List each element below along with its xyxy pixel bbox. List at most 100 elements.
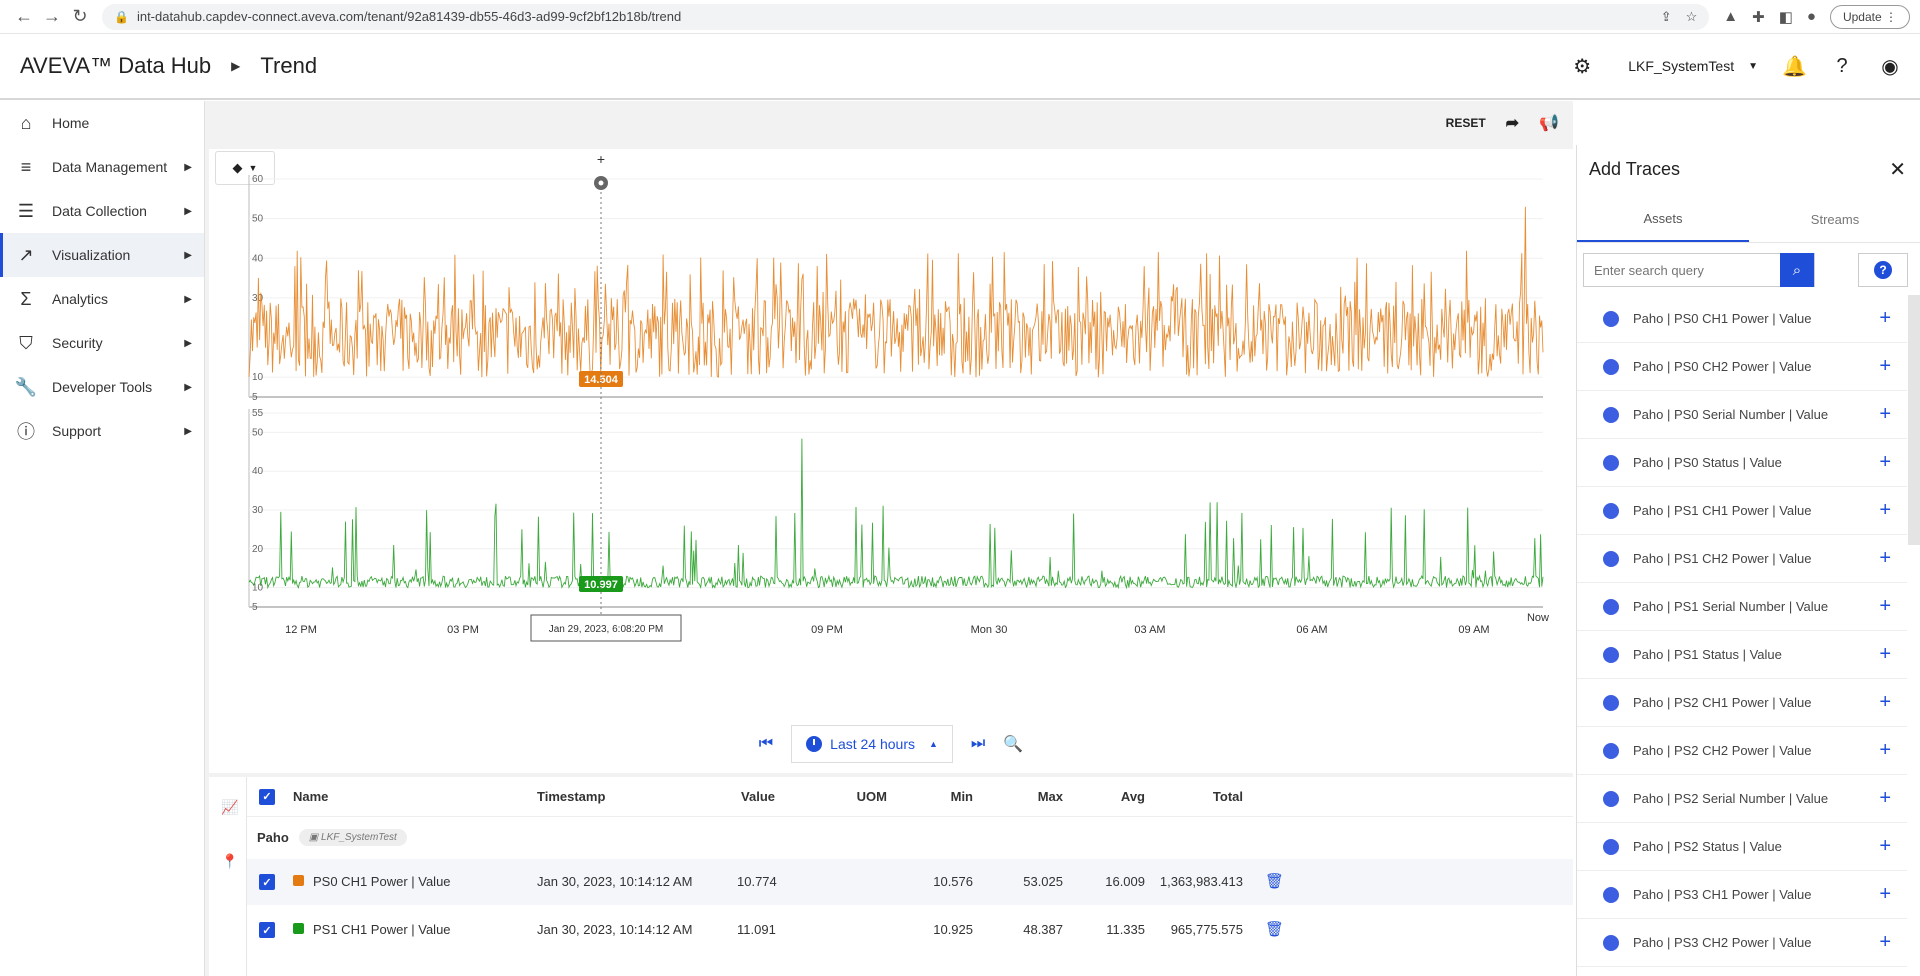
sidebar-item-visualization[interactable]: ↗ Visualization ▶: [0, 233, 204, 277]
list-item[interactable]: Paho | PS1 Status | Value +: [1577, 631, 1907, 679]
add-icon[interactable]: +: [1879, 739, 1891, 761]
panel-title: Add Traces: [1589, 159, 1681, 179]
add-icon[interactable]: +: [1879, 835, 1891, 857]
list-item[interactable]: Paho | PS1 Serial Number | Value +: [1577, 583, 1907, 631]
back-icon[interactable]: ←: [15, 6, 33, 26]
select-all-checkbox[interactable]: ✓: [259, 788, 275, 805]
column-header-timestamp[interactable]: Timestamp: [537, 789, 606, 804]
column-header-total[interactable]: Total: [1212, 789, 1243, 804]
address-bar[interactable]: 🔒 int-datahub.capdev-connect.aveva.com/t…: [102, 3, 1710, 30]
column-header-value[interactable]: Value: [741, 789, 775, 804]
list-item[interactable]: Paho | PS2 Status | Value +: [1577, 823, 1907, 871]
list-item[interactable]: Paho | PS0 Serial Number | Value +: [1577, 391, 1907, 439]
tab-streams[interactable]: Streams: [1810, 212, 1860, 227]
close-icon[interactable]: ✕: [1889, 159, 1906, 181]
reload-icon[interactable]: ↻: [72, 6, 88, 26]
account-icon[interactable]: ◉: [1881, 55, 1899, 78]
search-input[interactable]: [1584, 254, 1780, 286]
extensions-icon[interactable]: ✚: [1752, 8, 1765, 26]
list-item[interactable]: Paho | PS3 CH1 Power | Value +: [1577, 871, 1907, 919]
add-icon[interactable]: +: [1879, 451, 1891, 473]
sidebar-item-data-collection[interactable]: ☰ Data Collection ▶: [0, 189, 204, 233]
column-header-avg[interactable]: Avg: [1120, 789, 1145, 804]
add-icon[interactable]: +: [1879, 499, 1891, 521]
delete-icon[interactable]: 🗑: [1265, 921, 1285, 938]
row-avg: 11.335: [1106, 922, 1145, 937]
chevron-right-icon: ▶: [184, 381, 192, 393]
sidepanel-icon[interactable]: ◧: [1778, 8, 1793, 26]
trend-view-icon[interactable]: 📈: [221, 799, 239, 815]
list-item[interactable]: Paho | PS2 CH1 Power | Value +: [1577, 679, 1907, 727]
delete-icon[interactable]: 🗑: [1265, 873, 1285, 890]
table-row[interactable]: ✓ PS0 CH1 Power | Value Jan 30, 2023, 10…: [247, 859, 1573, 905]
sidebar-item-data-management[interactable]: ≡ Data Management ▶: [0, 145, 204, 189]
brand-title[interactable]: AVEVA™ Data Hub: [20, 53, 212, 78]
list-item[interactable]: Paho | PS2 CH2 Power | Value +: [1577, 727, 1907, 775]
bell-icon[interactable]: 🔔: [1782, 55, 1807, 78]
column-header-uom[interactable]: UOM: [856, 789, 887, 804]
list-item[interactable]: Paho | PS1 CH2 Power | Value +: [1577, 535, 1907, 583]
star-icon[interactable]: ☆: [1685, 8, 1698, 24]
search-help-button[interactable]: ?: [1858, 253, 1908, 287]
sidebar-item-home[interactable]: ⌂ Home: [0, 101, 204, 145]
search-icon: ⌕: [1792, 261, 1802, 279]
row-checkbox[interactable]: ✓: [259, 874, 275, 890]
share-arrow-icon[interactable]: ➦: [1505, 115, 1520, 132]
share-icon[interactable]: ⇪: [1660, 8, 1672, 24]
list-item[interactable]: Paho | PS0 CH2 Power | Value +: [1577, 343, 1907, 391]
skip-back-icon[interactable]: ⏮: [758, 735, 774, 752]
trace-list-scrollbar[interactable]: [1908, 295, 1920, 545]
drive-icon[interactable]: ▲: [1723, 8, 1739, 25]
profile-icon[interactable]: ●: [1806, 8, 1816, 25]
sidebar-item-developer-tools[interactable]: 🔧 Developer Tools ▶: [0, 365, 204, 409]
list-item[interactable]: Paho | PS1 CH1 Power | Value +: [1577, 487, 1907, 535]
trend-toolbar: RESET ➦ 📢: [205, 101, 1573, 145]
add-icon[interactable]: +: [1879, 931, 1891, 953]
x-tick-label: 09 PM: [811, 624, 843, 636]
help-icon[interactable]: ?: [1836, 54, 1848, 77]
trend-chart-svg[interactable]: 6050403010514.504555040302010510.997+Jan…: [209, 149, 1573, 719]
gear-icon[interactable]: ⚙: [1573, 55, 1592, 78]
list-item[interactable]: Paho | PS0 CH1 Power | Value +: [1577, 295, 1907, 343]
layers-button[interactable]: ◆ ▼: [215, 151, 275, 185]
x-tick-label: 12 PM: [285, 624, 317, 636]
sidebar-item-analytics[interactable]: Σ Analytics ▶: [0, 277, 204, 321]
add-icon[interactable]: +: [1879, 355, 1891, 377]
search-button[interactable]: ⌕: [1780, 253, 1814, 287]
add-icon[interactable]: +: [1879, 595, 1891, 617]
location-pin-icon[interactable]: 📍: [221, 853, 239, 869]
column-header-name[interactable]: Name: [293, 789, 329, 804]
list-item[interactable]: Paho | PS0 Status | Value +: [1577, 439, 1907, 487]
update-button[interactable]: Update ⋮: [1829, 4, 1910, 29]
x-tick-label: 03 PM: [447, 624, 479, 636]
row-checkbox[interactable]: ✓: [259, 922, 275, 938]
add-icon[interactable]: +: [1879, 403, 1891, 425]
info-icon: ⓘ: [17, 422, 35, 442]
tenant-selector[interactable]: LKF_SystemTest ▼: [1618, 58, 1758, 74]
list-item[interactable]: Paho | PS3 CH2 Power | Value +: [1577, 919, 1907, 967]
trend-chart[interactable]: ◆ ▼ 60 50 40 30 10 5 14.504 55 50 40 30 20 10 5 10.997…: [209, 149, 1573, 773]
add-icon[interactable]: +: [1879, 787, 1891, 809]
breadcrumb-separator-icon: ▶: [231, 59, 241, 73]
sidebar-item-security[interactable]: ⛉ Security ▶: [0, 321, 204, 365]
time-range-selector[interactable]: Last 24 hours ▲: [791, 725, 953, 763]
add-icon[interactable]: +: [1879, 307, 1891, 329]
table-row[interactable]: ✓ PS1 CH1 Power | Value Jan 30, 2023, 10…: [247, 907, 1573, 953]
column-header-min[interactable]: Min: [950, 789, 973, 804]
trace-label: Paho | PS1 CH1 Power | Value: [1633, 503, 1812, 518]
list-item[interactable]: Paho | PS2 Serial Number | Value +: [1577, 775, 1907, 823]
announce-icon[interactable]: 📢: [1539, 115, 1559, 132]
add-icon[interactable]: +: [1879, 691, 1891, 713]
skip-forward-icon[interactable]: ⏭: [970, 735, 986, 752]
add-icon[interactable]: +: [1879, 883, 1891, 905]
zoom-icon[interactable]: 🔍: [1003, 736, 1024, 753]
y-tick-label: 30: [252, 505, 264, 516]
tab-assets[interactable]: Assets: [1577, 197, 1749, 242]
column-header-max[interactable]: Max: [1037, 789, 1063, 804]
add-icon[interactable]: +: [1879, 643, 1891, 665]
add-icon[interactable]: +: [1879, 547, 1891, 569]
sidebar-item-support[interactable]: ⓘ Support ▶: [0, 409, 204, 453]
reset-button[interactable]: RESET: [1445, 116, 1486, 130]
forward-icon[interactable]: →: [43, 6, 61, 26]
asset-icon: [1603, 358, 1619, 375]
